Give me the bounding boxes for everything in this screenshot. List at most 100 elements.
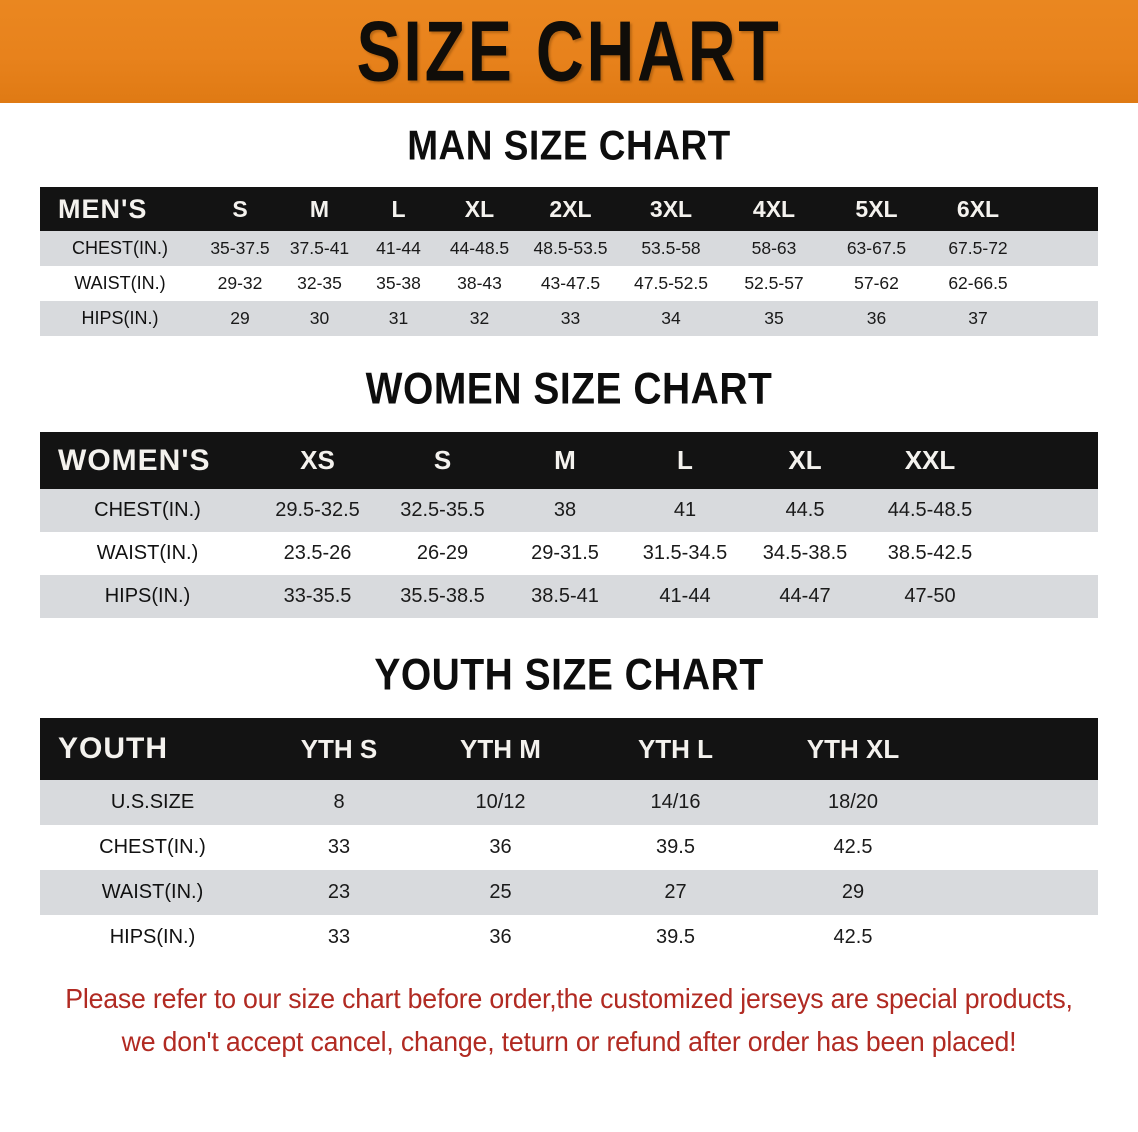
women-col-header-m: M [505,432,625,489]
youth-cell-hips-yth-xl: 42.5 [763,915,943,960]
man-cell-chest-s: 35-37.5 [200,231,280,266]
man-header-spacer [1029,187,1098,231]
youth-cell-waist-yth-xl: 29 [763,870,943,915]
table-row: HIPS(IN.) 33 36 39.5 42.5 [40,915,1098,960]
women-cell-chest-xs: 29.5-32.5 [255,489,380,532]
man-cell-hips-3xl: 34 [620,301,722,336]
women-cell-hips-xs: 33-35.5 [255,575,380,618]
man-col-header-l: L [359,187,438,231]
women-cell-waist-xl: 34.5-38.5 [745,532,865,575]
youth-cell-us-size-yth-m: 10/12 [413,780,588,825]
women-cell-hips-xxl: 47-50 [865,575,995,618]
women-col-header-l: L [625,432,745,489]
youth-col-header-yth-s: YTH S [265,718,413,780]
women-cell-waist-spacer [995,532,1098,575]
women-col-header-xxl: XXL [865,432,995,489]
man-cell-chest-5xl: 63-67.5 [826,231,927,266]
man-col-header-4xl: 4XL [722,187,826,231]
man-cell-waist-xl: 38-43 [438,266,521,301]
man-cell-chest-2xl: 48.5-53.5 [521,231,620,266]
order-policy-notice: Please refer to our size chart before or… [50,978,1088,1063]
table-row: CHEST(IN.) 33 36 39.5 42.5 [40,825,1098,870]
page-title: SIZE CHART [356,4,782,99]
man-cell-waist-l: 35-38 [359,266,438,301]
man-cell-chest-6xl: 67.5-72 [927,231,1029,266]
table-row: CHEST(IN.) 35-37.5 37.5-41 41-44 44-48.5… [40,231,1098,266]
man-cell-waist-2xl: 43-47.5 [521,266,620,301]
man-cell-chest-xl: 44-48.5 [438,231,521,266]
man-cell-hips-2xl: 33 [521,301,620,336]
man-col-header-m: M [280,187,359,231]
man-cell-hips-xl: 32 [438,301,521,336]
notice-line-2: we don't accept cancel, change, teturn o… [121,1025,1017,1057]
women-header-spacer [995,432,1098,489]
women-row-label-hips: HIPS(IN.) [40,575,255,618]
youth-cell-hips-yth-s: 33 [265,915,413,960]
table-row: HIPS(IN.) 29 30 31 32 33 34 35 36 37 [40,301,1098,336]
women-cell-waist-xs: 23.5-26 [255,532,380,575]
youth-section-title: YOUTH SIZE CHART [374,650,764,700]
women-cell-waist-xxl: 38.5-42.5 [865,532,995,575]
women-cell-hips-spacer [995,575,1098,618]
youth-cell-us-size-spacer [943,780,1098,825]
women-cell-chest-xl: 44.5 [745,489,865,532]
youth-cell-chest-yth-s: 33 [265,825,413,870]
youth-cell-chest-yth-l: 39.5 [588,825,763,870]
man-corner-label: MEN'S [40,187,200,231]
women-cell-waist-l: 31.5-34.5 [625,532,745,575]
notice-line-1: Please refer to our size chart before or… [65,983,1073,1014]
man-col-header-5xl: 5XL [826,187,927,231]
women-cell-hips-xl: 44-47 [745,575,865,618]
page-banner: SIZE CHART [0,0,1138,103]
man-cell-waist-6xl: 62-66.5 [927,266,1029,301]
table-row: HIPS(IN.) 33-35.5 35.5-38.5 38.5-41 41-4… [40,575,1098,618]
youth-cell-waist-spacer [943,870,1098,915]
women-cell-chest-xxl: 44.5-48.5 [865,489,995,532]
youth-cell-hips-yth-m: 36 [413,915,588,960]
youth-col-header-yth-xl: YTH XL [763,718,943,780]
women-cell-chest-m: 38 [505,489,625,532]
women-cell-chest-l: 41 [625,489,745,532]
man-cell-hips-l: 31 [359,301,438,336]
youth-cell-us-size-yth-l: 14/16 [588,780,763,825]
table-row: WAIST(IN.) 29-32 32-35 35-38 38-43 43-47… [40,266,1098,301]
man-cell-chest-spacer [1029,231,1098,266]
man-cell-waist-4xl: 52.5-57 [722,266,826,301]
youth-cell-hips-yth-l: 39.5 [588,915,763,960]
table-row: CHEST(IN.) 29.5-32.5 32.5-35.5 38 41 44.… [40,489,1098,532]
man-cell-waist-spacer [1029,266,1098,301]
youth-cell-us-size-yth-xl: 18/20 [763,780,943,825]
man-col-header-2xl: 2XL [521,187,620,231]
youth-size-table: YOUTH YTH S YTH M YTH L YTH XL U.S.SIZE … [40,718,1098,960]
women-row-label-waist: WAIST(IN.) [40,532,255,575]
man-cell-waist-s: 29-32 [200,266,280,301]
women-cell-chest-s: 32.5-35.5 [380,489,505,532]
man-cell-chest-3xl: 53.5-58 [620,231,722,266]
youth-col-header-yth-l: YTH L [588,718,763,780]
youth-table-header-row: YOUTH YTH S YTH M YTH L YTH XL [40,718,1098,780]
man-cell-hips-6xl: 37 [927,301,1029,336]
youth-row-label-chest: CHEST(IN.) [40,825,265,870]
women-col-header-xs: XS [255,432,380,489]
women-cell-waist-m: 29-31.5 [505,532,625,575]
women-cell-waist-s: 26-29 [380,532,505,575]
man-cell-hips-4xl: 35 [722,301,826,336]
youth-cell-hips-spacer [943,915,1098,960]
man-col-header-3xl: 3XL [620,187,722,231]
man-cell-hips-m: 30 [280,301,359,336]
man-cell-chest-m: 37.5-41 [280,231,359,266]
women-cell-chest-spacer [995,489,1098,532]
man-size-table-wrapper: MEN'S S M L XL 2XL 3XL 4XL 5XL 6XL CHEST… [0,187,1138,336]
youth-row-label-waist: WAIST(IN.) [40,870,265,915]
man-section-title: MAN SIZE CHART [407,122,731,169]
man-table-header-row: MEN'S S M L XL 2XL 3XL 4XL 5XL 6XL [40,187,1098,231]
women-size-table-wrapper: WOMEN'S XS S M L XL XXL CHEST(IN.) 29.5-… [0,432,1138,618]
youth-col-header-yth-m: YTH M [413,718,588,780]
man-row-label-chest: CHEST(IN.) [40,231,200,266]
man-col-header-xl: XL [438,187,521,231]
man-cell-hips-spacer [1029,301,1098,336]
man-size-table: MEN'S S M L XL 2XL 3XL 4XL 5XL 6XL CHEST… [40,187,1098,336]
man-cell-waist-3xl: 47.5-52.5 [620,266,722,301]
youth-cell-waist-yth-m: 25 [413,870,588,915]
women-col-header-s: S [380,432,505,489]
